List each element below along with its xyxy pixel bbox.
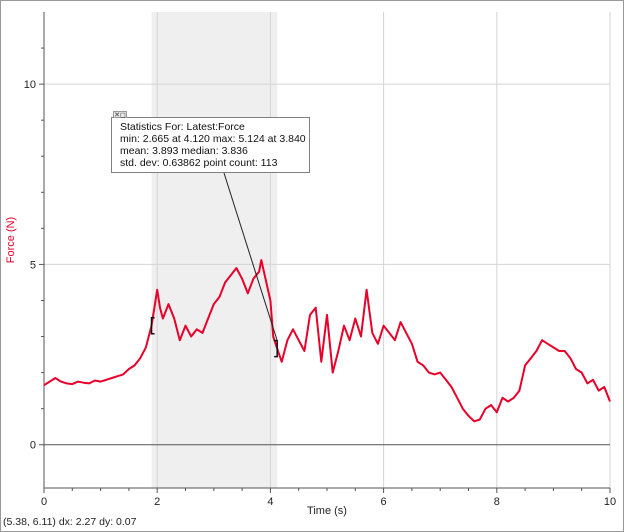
force-series-line[interactable]: [43, 259, 611, 423]
statistics-stddev-count: std. dev: 0.63862 point count: 113: [120, 157, 278, 169]
x-tick-label: 0: [41, 496, 47, 508]
statistics-box[interactable]: ✕◻ Statistics For: Latest:Force min: 2.6…: [111, 111, 310, 173]
x-axis-label: Time (s): [307, 505, 347, 517]
x-tick-label: 8: [494, 496, 500, 508]
y-tick-label: 5: [30, 259, 36, 271]
close-icon[interactable]: ✕◻: [113, 111, 127, 119]
statistics-min-max: min: 2.665 at 4.120 max: 5.124 at 3.840: [120, 133, 306, 145]
x-tick-label: 2: [154, 496, 160, 508]
statistics-mean-median: mean: 3.893 median: 3.836: [120, 145, 248, 157]
x-tick-label: 4: [267, 496, 273, 508]
x-tick-label: 6: [381, 496, 387, 508]
selection-start-bracket[interactable]: [150, 316, 155, 335]
y-tick-label: 0: [30, 440, 36, 452]
selection-region[interactable]: [151, 12, 278, 488]
x-tick-label: 10: [604, 496, 616, 508]
statistics-leader-line: [223, 172, 278, 341]
y-tick-label: 10: [24, 79, 36, 91]
cursor-readout: (5.38, 6.11) dx: 2.27 dy: 0.07: [3, 516, 137, 528]
statistics-title: Statistics For: Latest:Force: [120, 121, 245, 133]
y-axis-label: Force (N): [5, 217, 17, 263]
selection-end-bracket[interactable]: [274, 339, 278, 358]
